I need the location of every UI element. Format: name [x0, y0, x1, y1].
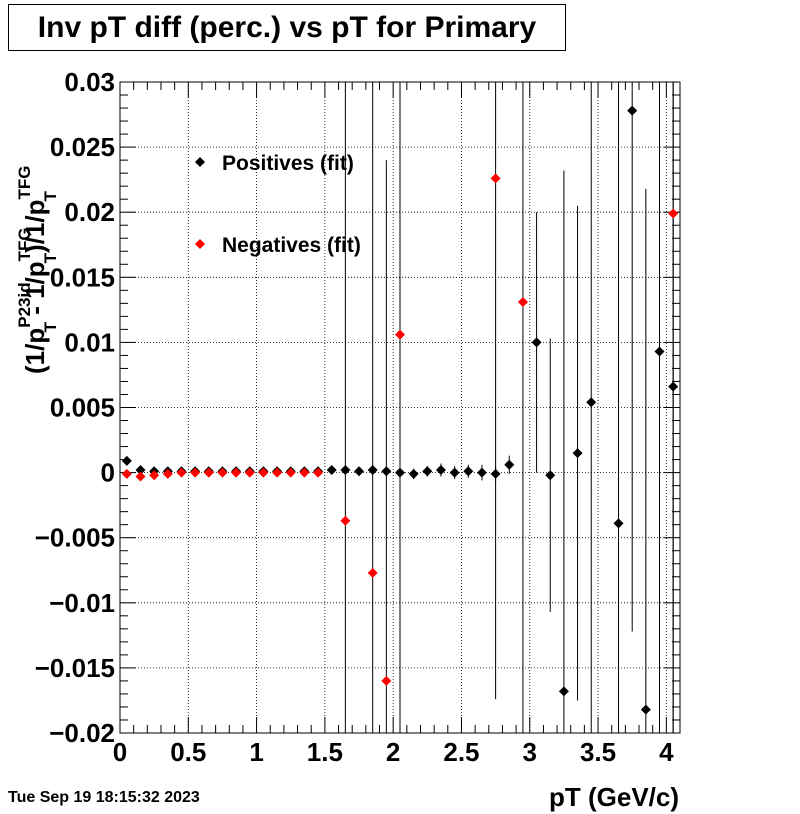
data-point [217, 467, 228, 478]
x-tick-label: 2.5 [443, 737, 479, 767]
data-point [381, 466, 392, 477]
x-tick-label: 0.5 [170, 737, 206, 767]
x-tick-label: 1.5 [307, 737, 343, 767]
data-point [326, 464, 337, 475]
x-tick-label: 1 [249, 737, 263, 767]
data-point [367, 464, 378, 475]
data-point [231, 467, 242, 478]
y-tick-label: 0 [101, 458, 115, 488]
data-point [285, 467, 296, 478]
data-point [668, 381, 679, 392]
y-tick-label: 0.01 [64, 327, 115, 357]
data-point [176, 467, 187, 478]
data-point [504, 459, 515, 470]
data-point [395, 467, 405, 478]
data-point [121, 468, 132, 479]
y-tick-label: 0.02 [64, 197, 115, 227]
data-point [613, 518, 624, 529]
data-point [627, 105, 638, 116]
legend-label: Negatives (fit) [222, 234, 361, 257]
data-point [135, 471, 146, 482]
timestamp: Tue Sep 19 18:15:32 2023 [8, 789, 200, 806]
data-point [517, 297, 528, 308]
data-point [654, 346, 665, 357]
y-tick-label: −0.005 [35, 523, 115, 553]
x-tick-label: 3 [523, 737, 537, 767]
data-point [545, 470, 556, 481]
x-tick-labels: 0 0.5 1 1.5 2 2.5 3 3.5 4 [113, 737, 674, 767]
data-point [272, 467, 283, 478]
data-markers [121, 105, 679, 715]
data-point [572, 448, 583, 459]
data-point [135, 464, 146, 475]
data-point [203, 467, 214, 478]
data-point [490, 468, 501, 479]
data-point [449, 467, 460, 478]
data-point [381, 675, 392, 686]
data-point [149, 470, 160, 481]
axis-ticks [119, 81, 680, 734]
data-point [162, 468, 173, 479]
data-point [340, 515, 351, 526]
data-point [258, 467, 269, 478]
data-point [490, 173, 501, 184]
data-point [408, 468, 419, 479]
x-tick-label: 0 [113, 737, 127, 767]
y-tick-label: 0.03 [64, 67, 115, 97]
data-point [340, 464, 351, 475]
data-point [190, 467, 201, 478]
x-axis-title: pT (GeV/c) [549, 782, 679, 812]
data-point [558, 686, 569, 697]
data-point [463, 466, 474, 477]
data-point [531, 337, 542, 348]
data-point [476, 467, 487, 478]
y-tick-label: 0.025 [50, 132, 115, 162]
data-point [640, 704, 651, 715]
data-point [395, 329, 405, 340]
data-point [586, 397, 597, 408]
data-point [244, 467, 255, 478]
x-tick-label: 2 [386, 737, 400, 767]
data-point [668, 208, 679, 219]
y-tick-label: 0.005 [50, 393, 115, 423]
y-tick-labels: −0.02 −0.015 −0.01 −0.005 0 0.005 0.01 0.015 0.0… [35, 67, 115, 748]
x-tick-label: 4 [659, 737, 674, 767]
data-point [313, 467, 324, 478]
y-axis-title: (1/pP23id T - 1/pTFG T)/1/pTFG T [15, 166, 60, 375]
chart-title: Inv pT diff (perc.) vs pT for Primary [8, 4, 566, 51]
legend-marker [195, 239, 205, 249]
data-point [422, 466, 433, 477]
legend: Positives (fit) Negatives (fit) [195, 152, 361, 257]
data-point [367, 567, 378, 578]
y-tick-label: −0.01 [49, 588, 115, 618]
legend-label: Positives (fit) [222, 152, 354, 175]
y-tick-label: 0.015 [50, 262, 115, 292]
data-point [354, 466, 365, 477]
data-point [121, 455, 132, 466]
legend-marker [195, 157, 205, 167]
data-point [435, 464, 446, 475]
x-tick-label: 3.5 [580, 737, 616, 767]
y-tick-label: −0.02 [49, 718, 115, 748]
data-point [299, 467, 310, 478]
error-bars [126, 82, 674, 733]
y-tick-label: −0.015 [35, 653, 115, 683]
